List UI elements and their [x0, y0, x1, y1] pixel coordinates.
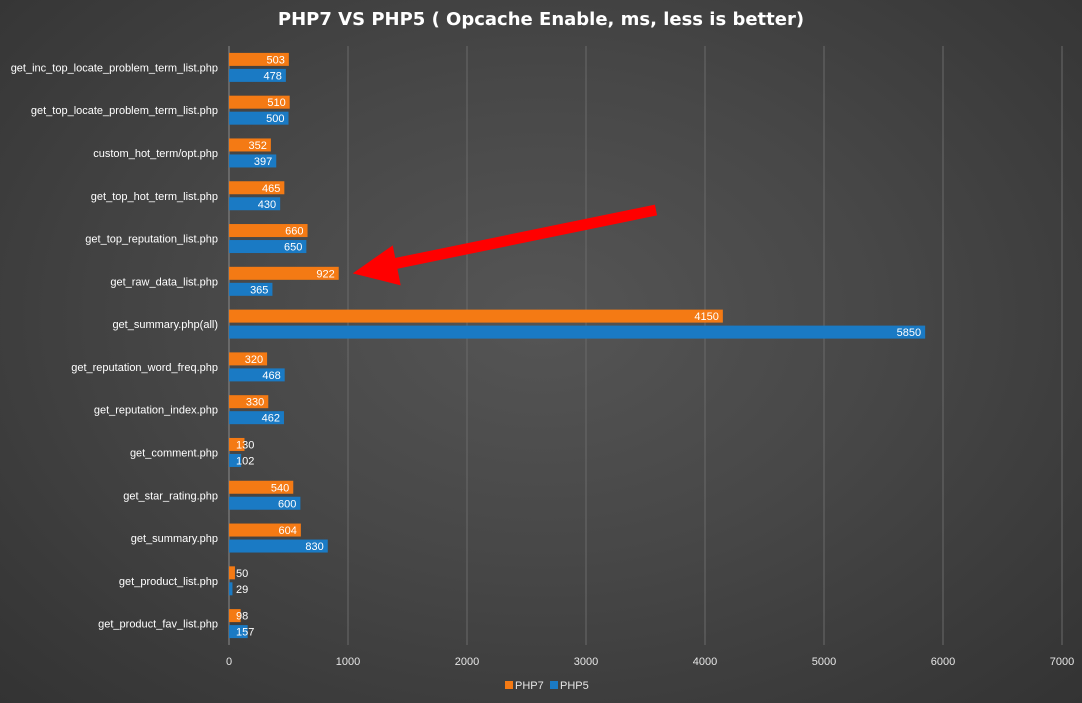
- gridlines: [228, 46, 1063, 645]
- legend-swatch-php5: [550, 681, 558, 689]
- bar-php7: [229, 138, 271, 152]
- x-tick-label: 6000: [931, 656, 955, 668]
- legend: PHP7 PHP5: [505, 680, 589, 692]
- bar-php7: [229, 266, 339, 280]
- x-tick-label: 0: [226, 656, 232, 668]
- annotation-arrow-shaft: [385, 204, 658, 271]
- data-label: 330: [246, 397, 264, 409]
- category-label: get_comment.php: [130, 447, 218, 459]
- category-label: get_reputation_word_freq.php: [71, 362, 218, 374]
- x-tick-label: 4000: [693, 656, 717, 668]
- data-label: 98: [236, 611, 248, 623]
- bar-php7: [229, 352, 268, 366]
- chart-title: PHP7 VS PHP5 ( Opcache Enable, ms, less …: [278, 9, 804, 30]
- category-label: get_summary.php(all): [112, 319, 218, 331]
- data-label: 352: [249, 140, 267, 152]
- bar-php5: [229, 282, 273, 296]
- category-label: get_top_reputation_list.php: [85, 234, 218, 246]
- data-label: 320: [245, 354, 263, 366]
- data-label: 397: [254, 156, 272, 168]
- x-tick-label: 5000: [812, 656, 836, 668]
- bar-php7: [229, 395, 269, 409]
- x-tick-label: 2000: [455, 656, 479, 668]
- data-label: 365: [250, 284, 268, 296]
- bar-php7: [229, 523, 301, 537]
- data-label: 922: [316, 268, 334, 280]
- bar-php7: [229, 437, 245, 451]
- bar-php5: [229, 111, 289, 125]
- bar-php7: [229, 566, 235, 580]
- bar-php5: [229, 496, 301, 510]
- bar-php5: [229, 582, 233, 596]
- data-label: 130: [236, 439, 254, 451]
- bar-php7: [229, 609, 241, 623]
- bar-php7: [229, 181, 285, 195]
- bar-php5: [229, 453, 242, 467]
- bar-php5: [229, 68, 286, 82]
- data-label: 500: [266, 113, 284, 125]
- data-label: 600: [278, 498, 296, 510]
- category-label: get_summary.php: [131, 533, 218, 545]
- bar-php7: [229, 95, 290, 109]
- data-label: 50: [236, 568, 248, 580]
- annotation: [352, 204, 658, 286]
- data-label: 660: [285, 226, 303, 238]
- bar-php5: [229, 625, 248, 639]
- bar-php7: [229, 480, 294, 494]
- bar-php5: [229, 240, 307, 254]
- category-label: get_top_locate_problem_term_list.php: [31, 105, 218, 117]
- category-label: get_product_list.php: [119, 576, 218, 588]
- data-label: 478: [264, 70, 282, 82]
- bar-php7: [229, 224, 308, 238]
- legend-swatch-php7: [505, 681, 513, 689]
- category-label: get_inc_top_locate_problem_term_list.php: [11, 62, 218, 74]
- data-label: 540: [271, 482, 289, 494]
- bar-php5: [229, 411, 284, 425]
- bar-php5: [229, 154, 277, 168]
- data-label: 503: [266, 54, 284, 66]
- x-tick-label: 1000: [336, 656, 360, 668]
- category-label: get_star_rating.php: [123, 490, 218, 502]
- category-label: get_product_fav_list.php: [98, 619, 218, 631]
- data-label: 102: [236, 455, 254, 467]
- bar-php5: [229, 539, 328, 553]
- data-label: 465: [262, 183, 280, 195]
- bar-php7: [229, 309, 723, 323]
- category-label: get_top_hot_term_list.php: [91, 191, 218, 203]
- data-label: 5850: [897, 327, 921, 339]
- labels: 0 1000 2000 3000 4000 5000 6000 7000 get_inc_top…: [11, 54, 1075, 668]
- data-label: 650: [284, 242, 302, 254]
- legend-label-php5: PHP5: [560, 680, 589, 692]
- bar-php5: [229, 368, 285, 382]
- bar-php5: [229, 325, 926, 339]
- data-label: 468: [262, 370, 280, 382]
- data-label: 462: [262, 413, 280, 425]
- data-label: 29: [236, 584, 248, 596]
- data-label: 157: [236, 627, 254, 639]
- bar-php5: [229, 197, 281, 211]
- category-label: get_reputation_index.php: [94, 405, 218, 417]
- x-tick-label: 7000: [1050, 656, 1074, 668]
- data-label: 4150: [694, 311, 718, 323]
- x-tick-label: 3000: [574, 656, 598, 668]
- bars: [229, 52, 926, 639]
- data-label: 830: [305, 541, 323, 553]
- data-label: 430: [258, 199, 276, 211]
- category-label: get_raw_data_list.php: [110, 276, 218, 288]
- category-label: custom_hot_term/opt.php: [93, 148, 218, 160]
- annotation-arrow-head: [352, 245, 401, 286]
- bar-php7: [229, 52, 289, 66]
- data-label: 510: [267, 97, 285, 109]
- legend-label-php7: PHP7: [515, 680, 544, 692]
- data-label: 604: [279, 525, 297, 537]
